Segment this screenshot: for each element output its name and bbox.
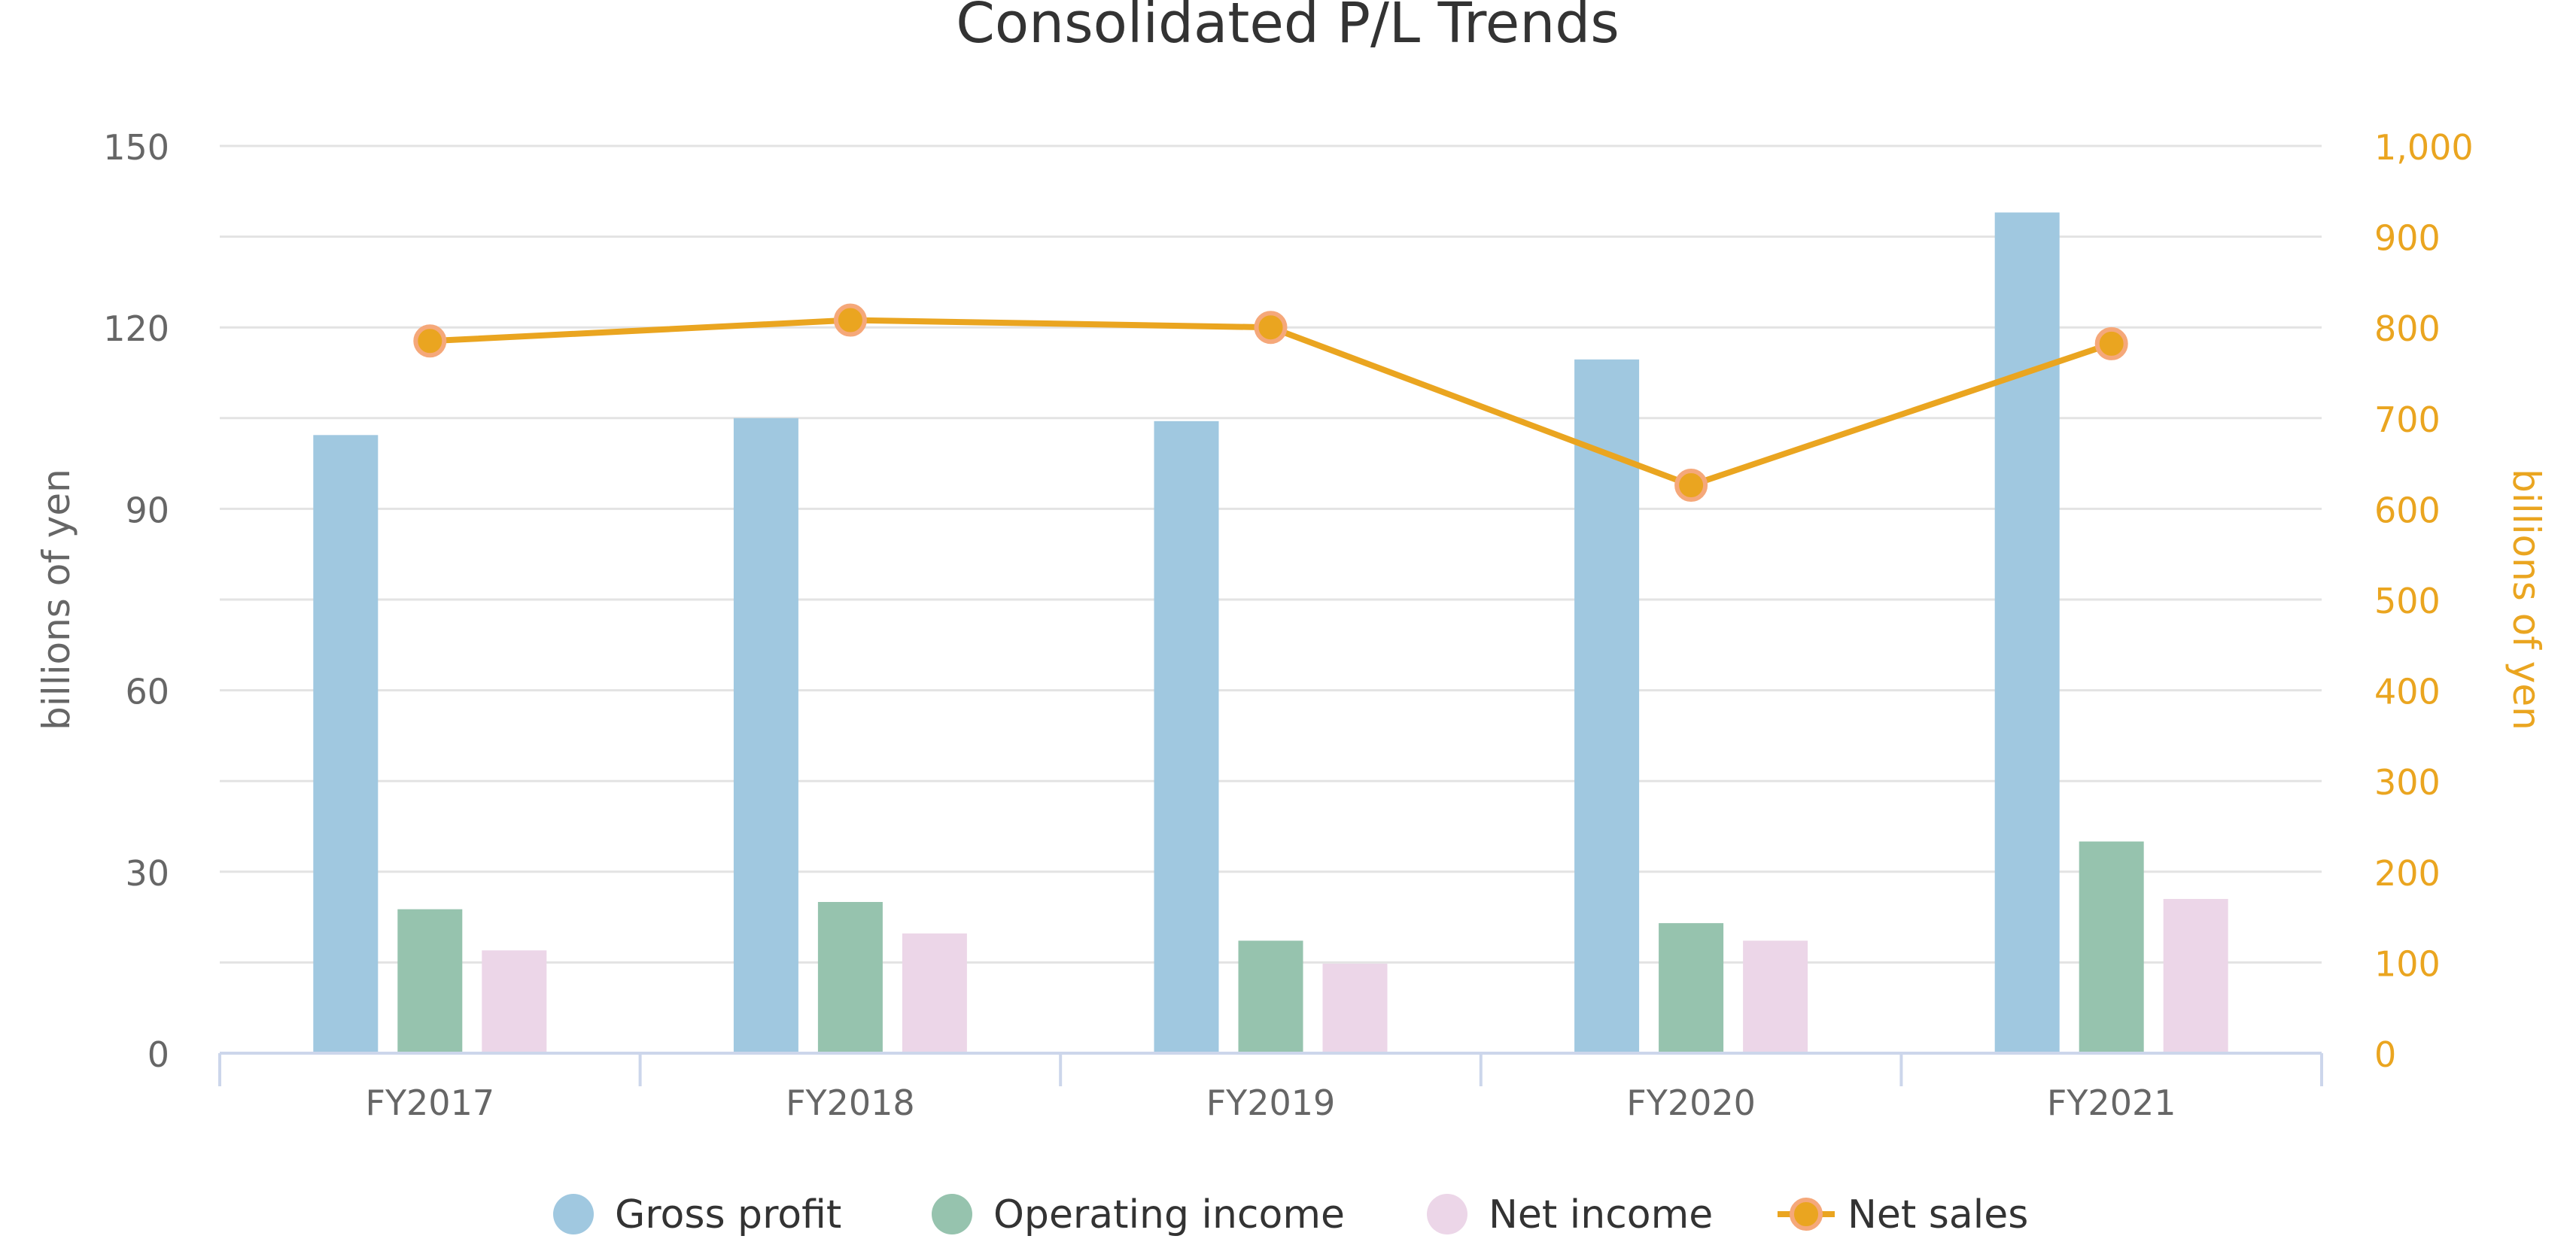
chart-title: Consolidated P/L Trends: [956, 0, 1620, 56]
y-right-tick-label: 1,000: [2374, 127, 2474, 168]
bar-gross-profit: [1574, 359, 1640, 1053]
bar-net-income: [902, 933, 967, 1053]
x-tick-label: FY2018: [786, 1083, 915, 1123]
bars: [313, 212, 2228, 1054]
x-tick-label: FY2017: [365, 1083, 494, 1123]
bar-operating-income: [1238, 940, 1303, 1053]
y-left-axis-title: billions of yen: [35, 469, 78, 730]
y-right-tick-label: 500: [2374, 581, 2441, 621]
legend-label-operating-income[interactable]: Operating income: [993, 1192, 1345, 1237]
legend-marker-gross-profit: [553, 1194, 594, 1234]
net-sales-point: [2094, 326, 2128, 360]
net-sales-point: [413, 324, 447, 358]
bar-net-income: [1743, 940, 1808, 1053]
y-right-tick-label: 300: [2374, 762, 2441, 803]
legend-marker-operating-income: [932, 1194, 972, 1234]
net-sales-point: [1254, 311, 1288, 345]
y-right-tick-label: 100: [2374, 943, 2441, 984]
bar-gross-profit: [313, 435, 379, 1053]
y-right-tick-label: 0: [2374, 1034, 2396, 1075]
x-tick-label: FY2021: [2047, 1083, 2176, 1123]
y-left-tick-label: 0: [148, 1034, 169, 1075]
legend-label-gross-profit[interactable]: Gross profit: [615, 1192, 841, 1237]
net-sales-point: [1674, 469, 1708, 503]
y-right-tick-label: 700: [2374, 399, 2441, 440]
bar-operating-income: [1659, 923, 1724, 1053]
y-left-tick-label: 60: [125, 672, 169, 712]
bar-gross-profit: [733, 418, 798, 1053]
legend-marker-net-income: [1427, 1194, 1467, 1234]
legend-label-net-sales[interactable]: Net sales: [1848, 1192, 2028, 1237]
bar-operating-income: [2079, 841, 2144, 1053]
x-tick-label: FY2020: [1626, 1083, 1756, 1123]
y-right-tick-label: 200: [2374, 853, 2441, 894]
bar-net-income: [1322, 964, 1388, 1053]
y-right-tick-label: 600: [2374, 490, 2441, 530]
net-sales-point: [833, 303, 867, 337]
legend: Gross profit Operating income Net income Ne…: [553, 1192, 2028, 1237]
y-right-axis-title: billions of yen: [2505, 469, 2548, 730]
y-right-tick-label: 900: [2374, 218, 2441, 259]
bar-gross-profit: [1154, 421, 1219, 1053]
net-sales-line: [427, 317, 2115, 489]
axes: 0 30 60 90 120 150 0 100 200 300 400 500 600 700 800 90…: [35, 127, 2548, 1123]
x-tick-label: FY2019: [1206, 1083, 1336, 1123]
y-right-tick-label: 800: [2374, 308, 2441, 349]
legend-label-net-income[interactable]: Net income: [1489, 1192, 1713, 1237]
bar-operating-income: [397, 909, 463, 1053]
bar-net-income: [482, 950, 547, 1053]
net-sales-line-group: [413, 303, 2128, 503]
y-left-tick-label: 90: [125, 490, 169, 530]
y-left-tick-label: 120: [103, 308, 169, 349]
y-left-tick-label: 150: [103, 127, 169, 168]
bar-net-income: [2163, 898, 2228, 1053]
bar-gross-profit: [1994, 212, 2060, 1054]
gridlines: [220, 144, 2322, 964]
y-right-tick-label: 400: [2374, 672, 2441, 712]
y-left-tick-label: 30: [125, 853, 169, 894]
legend-marker-net-sales: [1790, 1198, 1823, 1231]
bar-operating-income: [817, 902, 883, 1053]
